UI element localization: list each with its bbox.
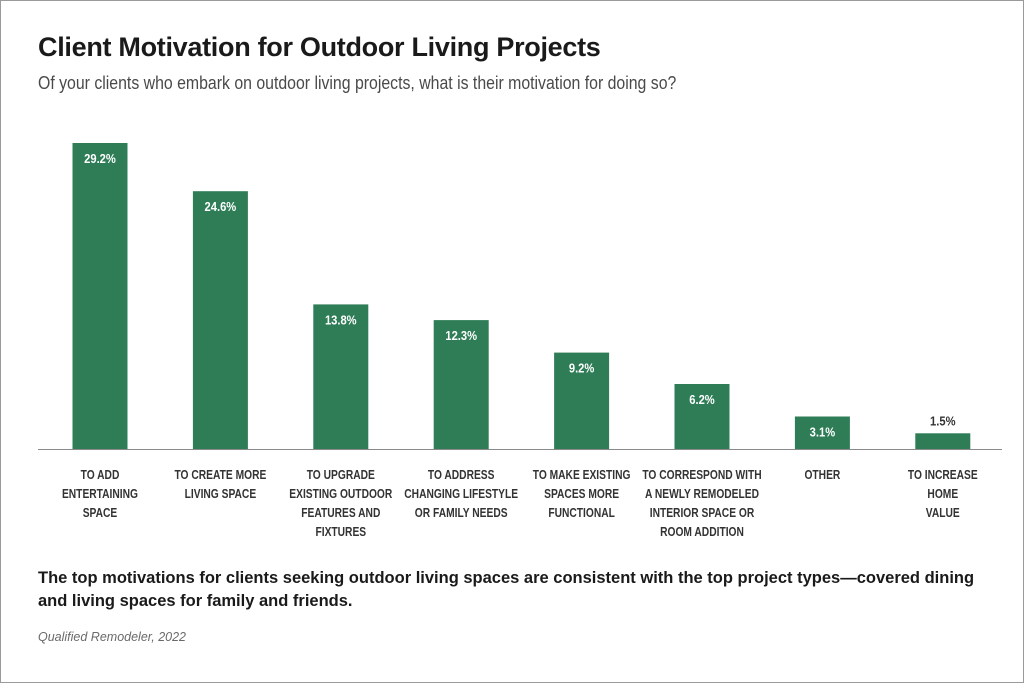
bar-value-label: 9.2% <box>569 361 595 376</box>
category-label-line: EXISTING OUTDOOR <box>289 488 393 501</box>
chart-caption: The top motivations for clients seeking … <box>38 569 975 610</box>
bar-2 <box>192 191 248 449</box>
bar-4 <box>433 320 489 449</box>
category-label-line: FEATURES AND <box>301 507 380 520</box>
category-label-line: OTHER <box>804 469 841 482</box>
source-note: Qualified Remodeler, 2022 <box>38 630 187 644</box>
bar-1 <box>72 143 128 449</box>
category-label-line: CHANGING LIFESTYLE <box>404 488 518 501</box>
category-label-line: ENTERTAINING <box>62 488 138 501</box>
bar-value-label: 6.2% <box>689 392 715 407</box>
category-label-line: LIVING SPACE <box>185 488 257 501</box>
category-label-line: TO ADD <box>81 469 120 482</box>
category-label-line: INTERIOR SPACE OR <box>650 507 755 520</box>
bar-value-label: 1.5% <box>930 413 956 428</box>
category-label-line: TO CORRESPOND WITH <box>642 469 761 482</box>
bar-5 <box>554 352 610 449</box>
category-label-line: OR FAMILY NEEDS <box>415 507 508 520</box>
category-label-line: A NEWLY REMODELED <box>645 488 759 501</box>
category-label-line: SPACE <box>83 507 118 520</box>
chart-title: Client Motivation for Outdoor Living Pro… <box>38 32 601 62</box>
bar-value-label: 29.2% <box>84 151 116 166</box>
bar-3 <box>313 304 369 449</box>
bar-value-label: 3.1% <box>810 425 836 440</box>
chart-subtitle: Of your clients who embark on outdoor li… <box>38 73 677 93</box>
bar-value-label: 24.6% <box>205 199 237 214</box>
category-label-line: ROOM ADDITION <box>660 526 744 539</box>
category-label-line: TO UPGRADE <box>307 469 375 482</box>
category-label-line: SPACES MORE <box>544 488 619 501</box>
category-label-line: TO CREATE MORE <box>174 469 266 482</box>
bar-value-label: 13.8% <box>325 313 357 328</box>
category-label-line: FIXTURES <box>315 526 366 539</box>
bar-8 <box>915 433 971 449</box>
bar-7 <box>794 416 850 449</box>
category-label-line: TO MAKE EXISTING <box>533 469 631 482</box>
category-label-line: VALUE <box>926 507 960 520</box>
category-label-line: TO INCREASE <box>908 469 978 482</box>
bar-6 <box>674 384 730 449</box>
category-label-line: FUNCTIONAL <box>548 507 615 520</box>
category-label-line: TO ADDRESS <box>428 469 495 482</box>
category-label-line: HOME <box>927 488 958 501</box>
bar-value-label: 12.3% <box>445 328 477 343</box>
